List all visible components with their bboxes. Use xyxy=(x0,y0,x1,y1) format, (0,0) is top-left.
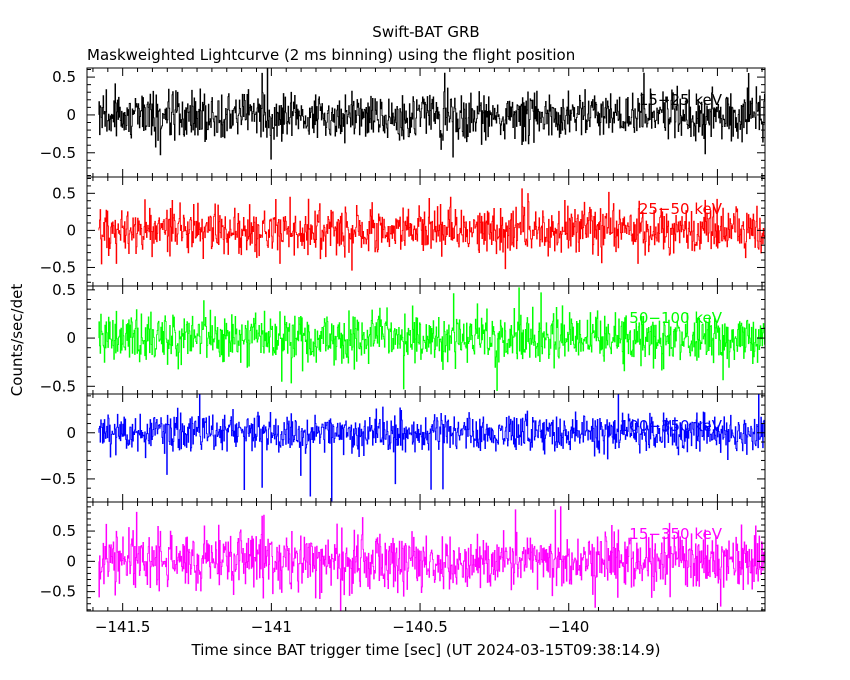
series-25-50-kev-ytick-label: 0 xyxy=(66,221,76,239)
series-25-50-kev-ytick-label: −0.5 xyxy=(40,258,76,276)
series-15-25-kev-ytick-label: 0.5 xyxy=(52,68,76,86)
series-100-350-kev-ytick-label: 0 xyxy=(66,424,76,442)
series-15-350-kev-panel: 0.5 0 −0.5 15−350 keV xyxy=(40,501,766,612)
series-100-350-kev-panel: 0 −0.5 100−350 keV xyxy=(40,393,766,503)
x-tick-labels: −141.5 −141 −140.5 −140 xyxy=(95,618,589,636)
panels-group: 0.5 0 −0.5 15−25 keV 0.5 0 −0.5 25−50 keV 0.5 0 −0… xyxy=(40,67,766,612)
series-25-50-kev-panel: 0.5 0 −0.5 25−50 keV xyxy=(40,176,766,287)
series-15-25-kev-panel: 0.5 0 −0.5 15−25 keV xyxy=(40,67,766,178)
series-15-350-kev-frame xyxy=(86,501,766,612)
series-25-50-kev-label: 25−50 keV xyxy=(639,200,723,218)
series-25-50-kev-ytick-label: 0.5 xyxy=(52,184,76,202)
series-15-350-kev-ytick-label: 0 xyxy=(66,552,76,570)
series-15-350-kev-line xyxy=(98,506,765,611)
series-50-100-kev-panel: 0.5 0 −0.5 50−100 keV xyxy=(40,281,766,395)
series-15-350-kev-ytick-label: 0.5 xyxy=(52,522,76,540)
series-15-350-kev-label: 15−350 keV xyxy=(629,525,722,543)
series-100-350-kev-label: 100−350 keV xyxy=(620,417,723,435)
series-15-350-kev-ytick-label: −0.5 xyxy=(40,583,76,601)
series-50-100-kev-ytick-label: −0.5 xyxy=(40,377,76,395)
series-15-25-kev-label: 15−25 keV xyxy=(639,91,723,109)
series-50-100-kev-ytick-label: 0 xyxy=(66,329,76,347)
x-axis-label: Time since BAT trigger time [sec] (UT 20… xyxy=(191,641,661,659)
chart-subtitle: Maskweighted Lightcurve (2 ms binning) u… xyxy=(87,46,575,64)
series-50-100-kev-line xyxy=(98,287,765,392)
series-15-25-kev-ytick-label: 0 xyxy=(66,106,76,124)
y-axis-label: Counts/sec/det xyxy=(8,284,26,397)
x-tick-label: −140 xyxy=(548,618,589,636)
x-tick-label: −140.5 xyxy=(392,618,448,636)
x-tick-label: −141.5 xyxy=(95,618,151,636)
series-50-100-kev-ytick-label: 0.5 xyxy=(52,281,76,299)
series-15-25-kev-line xyxy=(98,68,765,160)
series-100-350-kev-ytick-label: −0.5 xyxy=(40,470,76,488)
series-50-100-kev-label: 50−100 keV xyxy=(629,309,722,327)
series-15-25-kev-ytick-label: −0.5 xyxy=(40,144,76,162)
chart-title: Swift-BAT GRB xyxy=(372,23,479,41)
series-25-50-kev-line xyxy=(98,188,765,271)
x-tick-label: −141 xyxy=(251,618,292,636)
series-100-350-kev-frame xyxy=(86,393,766,503)
series-100-350-kev-line xyxy=(98,394,765,502)
